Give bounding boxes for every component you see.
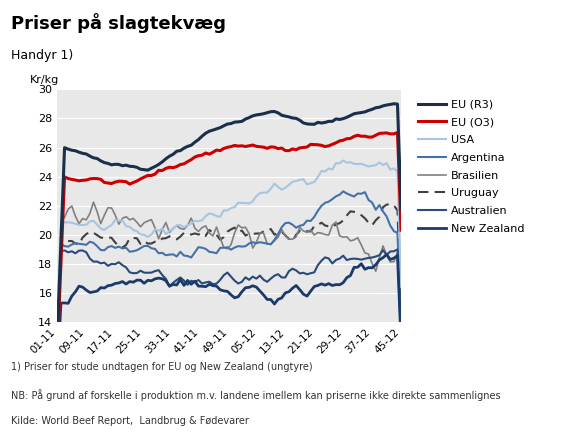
Text: NB: På grund af forskelle i produktion m.v. landene imellem kan priserne ikke di: NB: På grund af forskelle i produktion m… — [11, 389, 501, 401]
Text: Kr/kg: Kr/kg — [30, 75, 59, 85]
Text: 1) Priser for stude undtagen for EU og New Zealand (ungtyre): 1) Priser for stude undtagen for EU og N… — [11, 362, 313, 372]
Text: Handyr 1): Handyr 1) — [11, 49, 74, 62]
Legend: EU (R3), EU (O3), USA, Argentina, Brasilien, Uruguay, Australien, New Zealand: EU (R3), EU (O3), USA, Argentina, Brasil… — [414, 95, 529, 238]
Text: Priser på slagtekvæg: Priser på slagtekvæg — [11, 13, 226, 34]
Text: Kilde: World Beef Report,  Landbrug & Fødevarer: Kilde: World Beef Report, Landbrug & Fød… — [11, 416, 249, 426]
